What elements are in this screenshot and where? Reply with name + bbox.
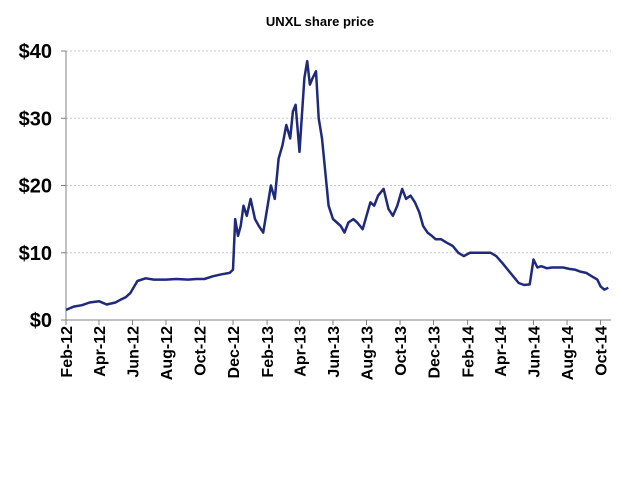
x-tick-label: Dec-13 xyxy=(427,326,444,379)
share-price-line xyxy=(65,59,609,312)
x-tick-label: Apr-13 xyxy=(292,326,309,377)
x-tick-label: Jun-14 xyxy=(527,326,544,378)
y-tick-label: $40 xyxy=(19,41,52,63)
y-tick-labels: $0 $10 $20 $30 $40 xyxy=(19,41,52,332)
x-tick-label: Feb-14 xyxy=(461,326,478,378)
x-tick-label: Oct-14 xyxy=(594,326,611,376)
x-tick-label: Feb-13 xyxy=(260,326,277,378)
y-tick-label: $30 xyxy=(19,108,52,130)
x-tick-label: Aug-14 xyxy=(560,326,577,380)
x-tick-label: Oct-13 xyxy=(393,326,410,376)
x-tick-label: Apr-12 xyxy=(92,326,109,377)
x-tick-label: Jun-12 xyxy=(125,326,142,378)
x-tick-label: Dec-12 xyxy=(226,326,243,379)
y-tick-label: $0 xyxy=(30,310,52,332)
gridlines xyxy=(66,50,611,254)
y-tick-label: $10 xyxy=(19,243,52,265)
x-tick-label: Apr-14 xyxy=(493,326,510,377)
axes xyxy=(61,50,611,325)
x-tick-label: Aug-12 xyxy=(159,326,176,380)
chart-title: UNXL share price xyxy=(266,14,374,29)
x-tick-label: Oct-12 xyxy=(193,326,210,376)
x-tick-labels: Feb-12 Apr-12 Jun-12 Aug-12 Oct-12 Dec-12 Feb-… xyxy=(59,326,611,380)
x-tick-label: Feb-12 xyxy=(59,326,76,378)
x-tick-label: Aug-13 xyxy=(360,326,377,380)
y-tick-label: $20 xyxy=(19,176,52,198)
series-layer xyxy=(65,59,609,312)
x-tick-label: Jun-13 xyxy=(326,326,343,378)
